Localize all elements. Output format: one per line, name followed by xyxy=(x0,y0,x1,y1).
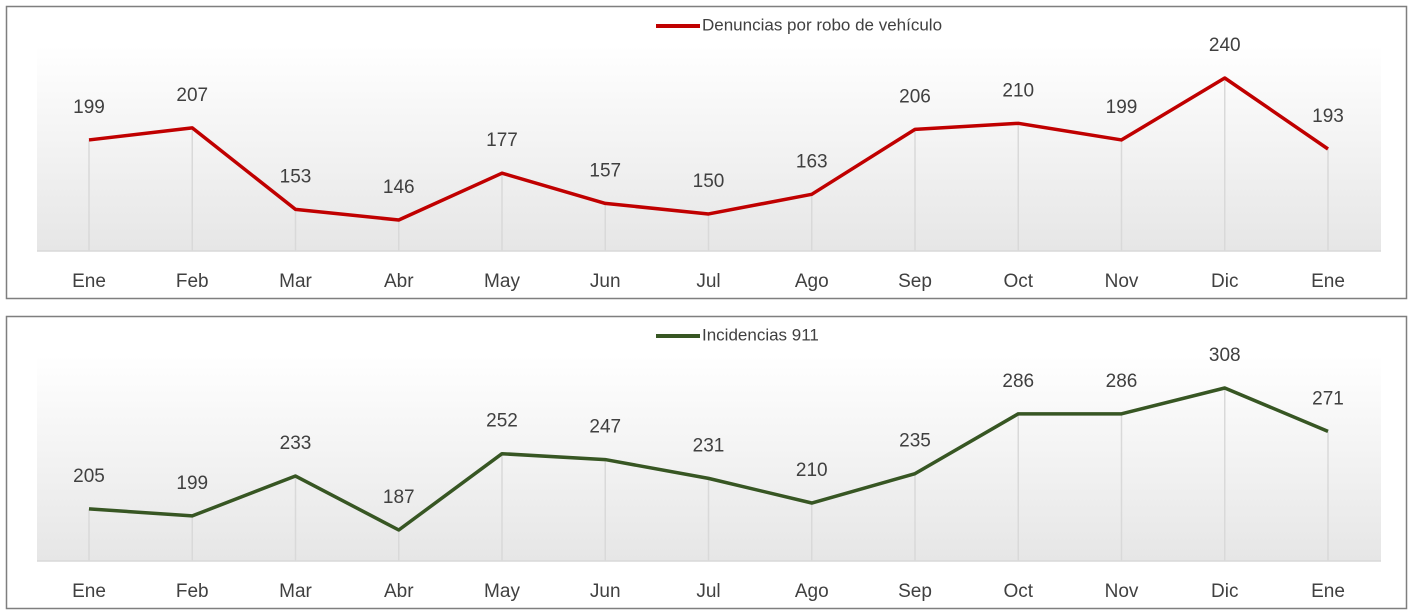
data-label: 177 xyxy=(486,130,518,151)
x-tick-label: May xyxy=(484,271,520,292)
data-label: 210 xyxy=(796,460,828,481)
x-tick-label: Dic xyxy=(1211,271,1238,292)
x-tick-label: Mar xyxy=(279,271,312,292)
chart: 199 207 153 146 177 157 150 163 206 210 199 240 193 D… xyxy=(5,5,1408,300)
data-label: 199 xyxy=(1106,97,1138,118)
x-tick-label: Oct xyxy=(1003,581,1033,602)
x-tick-label: Ene xyxy=(1311,271,1345,292)
data-label: 271 xyxy=(1312,388,1344,409)
legend-label: Denuncias por robo de vehículo xyxy=(702,15,942,34)
x-tick-label: Mar xyxy=(279,581,312,602)
x-tick-label: Jul xyxy=(696,271,720,292)
x-tick-label: Abr xyxy=(384,581,414,602)
data-label: 252 xyxy=(486,411,518,432)
data-label: 187 xyxy=(383,487,415,508)
data-label: 286 xyxy=(1002,371,1034,392)
data-label: 199 xyxy=(73,97,105,118)
x-tick-label: Ene xyxy=(72,581,106,602)
data-label: 153 xyxy=(280,166,312,187)
data-label: 231 xyxy=(693,435,725,456)
data-label: 210 xyxy=(1002,80,1034,101)
x-tick-label: Jun xyxy=(590,271,621,292)
x-tick-label: Sep xyxy=(898,271,932,292)
x-tick-label: Nov xyxy=(1105,581,1139,602)
data-label: 206 xyxy=(899,86,931,107)
x-tick-label: Feb xyxy=(176,271,209,292)
x-tick-label: May xyxy=(484,581,520,602)
x-tick-label: Oct xyxy=(1003,271,1033,292)
x-tick-label: Nov xyxy=(1105,271,1139,292)
data-label: 146 xyxy=(383,177,415,198)
data-label: 150 xyxy=(693,171,725,192)
x-tick-label: Jun xyxy=(590,581,621,602)
data-label: 205 xyxy=(73,466,105,487)
series-line xyxy=(88,76,1329,222)
x-tick-label: Dic xyxy=(1211,581,1238,602)
x-tick-label: Ago xyxy=(795,271,829,292)
x-tick-label: Abr xyxy=(384,271,414,292)
data-label: 247 xyxy=(589,417,621,438)
data-label: 163 xyxy=(796,151,828,172)
x-tick-label: Ene xyxy=(72,271,106,292)
data-label: 199 xyxy=(176,473,208,494)
legend-label: Incidencias 911 xyxy=(702,325,819,344)
data-label: 207 xyxy=(176,85,208,106)
chart: 205 199 233 187 252 247 231 210 235 286 286 308 271 I… xyxy=(5,315,1408,610)
x-tick-label: Ago xyxy=(795,581,829,602)
x-tick-label: Ene xyxy=(1311,581,1345,602)
series-line xyxy=(88,386,1329,532)
data-label: 286 xyxy=(1106,371,1138,392)
data-label: 233 xyxy=(280,433,312,454)
x-tick-label: Feb xyxy=(176,581,209,602)
data-label: 240 xyxy=(1209,35,1241,56)
x-tick-label: Jul xyxy=(696,581,720,602)
data-label: 193 xyxy=(1312,106,1344,127)
data-label: 157 xyxy=(589,160,621,181)
data-label: 235 xyxy=(899,431,931,452)
x-tick-label: Sep xyxy=(898,581,932,602)
data-label: 308 xyxy=(1209,345,1241,366)
